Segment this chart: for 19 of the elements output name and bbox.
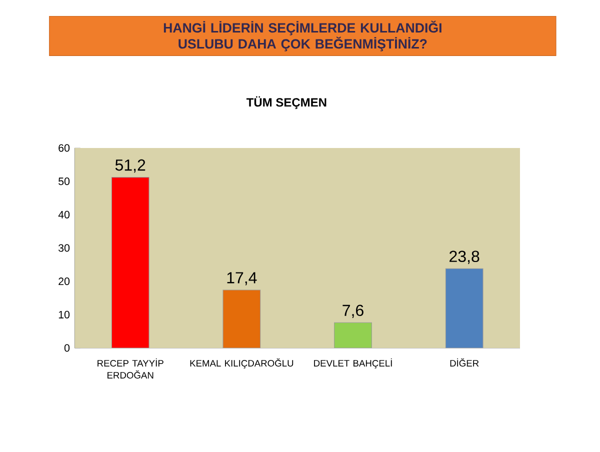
chart-subtitle: TÜM SEÇMEN	[246, 96, 326, 110]
data-label: 23,8	[450, 250, 480, 264]
y-tick-label: 20	[58, 278, 70, 286]
chart-title: HANGİ LİDERİN SEÇİMLERDE KULLANDIĞI USLUBU DAHA ÇOK BEĞENMİŞTİNİZ?	[164, 20, 442, 52]
y-tick-label: 50	[58, 178, 70, 186]
x-tick-label: RECEP TAYYİP ERDOĞAN	[98, 358, 164, 379]
data-label: 17,4	[227, 272, 257, 286]
x-tick-label: DİĞER	[450, 358, 479, 367]
data-label: 51,2	[115, 159, 146, 173]
y-tick-label: 40	[58, 210, 70, 218]
bar	[111, 177, 150, 348]
y-tick-label: 30	[58, 244, 70, 252]
x-tick-label: KEMAL KILIÇDAROĞLU	[190, 358, 294, 368]
y-tick-label: 0	[64, 344, 70, 352]
x-tick-label: DEVLET BAHÇELİ	[314, 358, 392, 368]
y-tick-label: 60	[58, 144, 70, 152]
bar	[222, 290, 261, 348]
y-tick-label: 10	[58, 310, 70, 318]
data-label: 7,6	[342, 304, 364, 318]
